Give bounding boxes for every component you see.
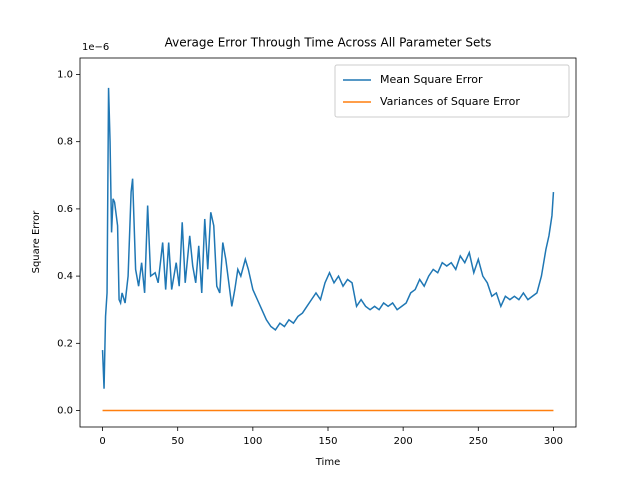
- data-line: [101, 87, 555, 389]
- y-offset-label: 1e−6: [82, 42, 109, 53]
- y-tick-label: 0.4: [57, 271, 73, 282]
- x-axis-label: Time: [315, 457, 340, 468]
- legend-box: [334, 64, 570, 118]
- chart-title: Average Error Through Time Across All Pa…: [165, 36, 492, 50]
- x-tick-label: 50: [171, 436, 184, 447]
- x-tick-label: 0: [99, 436, 105, 447]
- y-tick-label: 0.0: [57, 406, 73, 417]
- x-tick-label: 300: [544, 436, 563, 447]
- x-tick-label: 150: [318, 436, 337, 447]
- y-axis-label: Square Error: [31, 210, 42, 274]
- y-tick-label: 1.0: [57, 69, 73, 80]
- plot-frame: [79, 57, 577, 428]
- x-tick-label: 250: [469, 436, 488, 447]
- x-tick-label: 100: [243, 436, 262, 447]
- legend-label: Variances of Square Error: [380, 95, 520, 108]
- legend-label: Mean Square Error: [380, 73, 483, 86]
- y-tick-label: 0.6: [57, 204, 73, 215]
- y-tick-label: 0.2: [57, 338, 73, 349]
- y-tick-label: 0.8: [57, 137, 73, 148]
- x-tick-label: 200: [394, 436, 413, 447]
